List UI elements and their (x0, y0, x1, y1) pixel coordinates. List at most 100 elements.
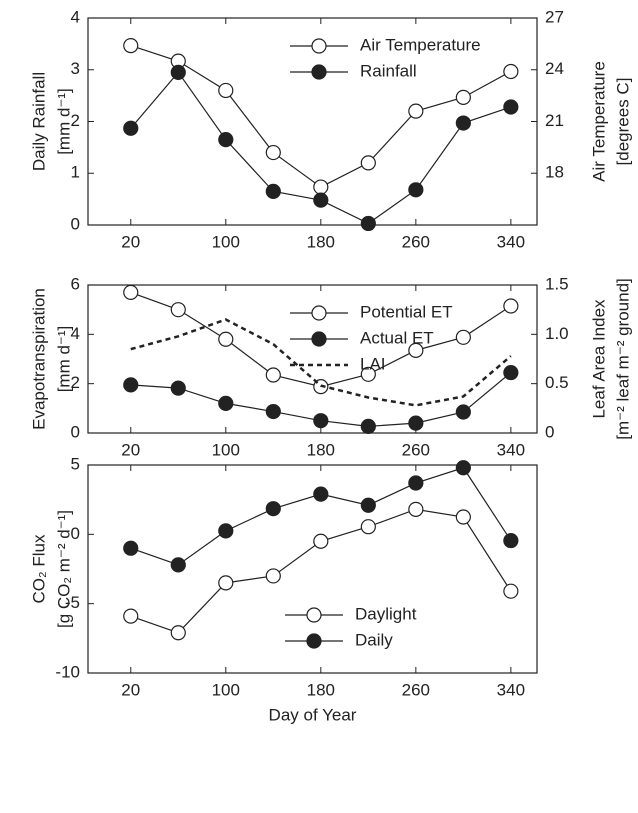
legend-label: Daylight (355, 604, 417, 623)
legend-label: LAI (360, 354, 386, 373)
data-point (218, 395, 234, 411)
x-axis-label: Day of Year (269, 705, 357, 724)
data-point (265, 144, 281, 161)
y-tick-label: 21 (545, 111, 564, 130)
data-point (503, 583, 519, 599)
data-point (123, 284, 139, 300)
y-tick-label: 24 (545, 59, 564, 78)
data-point (408, 475, 424, 491)
data-point (313, 533, 329, 549)
data-point (218, 331, 234, 347)
plot-frame (87, 464, 538, 674)
y-tick-label: 18 (545, 163, 564, 182)
data-point (408, 182, 424, 198)
data-point (503, 298, 519, 314)
panel: 20 100 180 260 340 -10 -5 0 5 CO₂ Flux [g CO₂ m⁻² … (29, 454, 538, 724)
series-line (130, 467, 512, 566)
y-tick-label: 4 (71, 7, 80, 26)
data-point (218, 523, 234, 539)
x-tick-label: 180 (307, 680, 335, 699)
y-tick-label: 27 (545, 7, 564, 26)
data-point (123, 37, 139, 54)
data-point (313, 486, 329, 502)
y-tick-label: 6 (71, 274, 80, 293)
data-point (503, 63, 519, 80)
data-point (455, 509, 471, 525)
data-point (455, 460, 471, 476)
data-point (123, 540, 139, 556)
data-point (455, 89, 471, 105)
axis-label: Air Temperature (589, 61, 608, 182)
data-point (360, 418, 376, 434)
data-point (408, 103, 424, 119)
data-point (265, 403, 281, 420)
data-point (123, 120, 139, 136)
data-point (265, 568, 281, 584)
y-tick-label: 2 (71, 373, 80, 392)
panel: 20 100 180 260 340 0 2 4 6 0 0.5 1.0 1.5 Evapotranspi… (29, 274, 632, 459)
legend-label: Air Temperature (360, 35, 481, 54)
axis-label: [g CO₂ m⁻² d⁻¹] (54, 510, 73, 628)
y-tick-label: 1.5 (545, 274, 569, 293)
y-tick-label: 5 (71, 454, 80, 473)
y-tick-label: 2 (71, 111, 80, 130)
data-point (123, 377, 139, 393)
data-point (360, 215, 376, 232)
x-tick-label: 100 (212, 232, 240, 251)
data-point (408, 501, 424, 517)
plot-frame (87, 284, 538, 434)
data-point (265, 183, 281, 199)
x-tick-label: 260 (402, 232, 430, 251)
axis-label: [mm d⁻¹] (54, 326, 73, 393)
data-point (218, 132, 234, 148)
x-tick-label: 340 (497, 680, 525, 699)
panel: 20 100 180 260 340 0 1 2 3 4 18 21 24 27 Daily Rainfal… (29, 7, 632, 251)
legend-label: Actual ET (360, 328, 434, 347)
x-tick-label: 260 (402, 680, 430, 699)
data-point (313, 179, 329, 195)
y-tick-label: -5 (65, 593, 80, 612)
legend-marker (306, 607, 322, 623)
x-tick-label: 100 (212, 440, 240, 459)
data-point (360, 519, 376, 535)
data-point (218, 82, 234, 99)
data-point (503, 532, 519, 549)
legend-marker (311, 64, 327, 80)
data-point (218, 575, 234, 591)
data-point (313, 413, 329, 429)
y-tick-label: 4 (71, 324, 80, 343)
data-point (455, 329, 471, 345)
data-point (170, 625, 186, 641)
axis-label: Daily Rainfall (29, 72, 48, 171)
series-line (130, 318, 512, 407)
data-point (455, 404, 471, 420)
axis-label: [m⁻² leaf m⁻² ground] (613, 278, 632, 440)
x-tick-label: 100 (212, 680, 240, 699)
data-point (170, 380, 186, 396)
y-tick-label: 0 (71, 524, 80, 543)
y-tick-label: 0 (545, 422, 554, 441)
data-point (455, 115, 471, 131)
data-point (170, 557, 186, 573)
legend-marker (311, 331, 327, 347)
axis-label: Leaf Area Index (589, 299, 608, 419)
y-tick-label: 0 (71, 214, 80, 233)
axis-label: CO₂ Flux (29, 534, 48, 603)
legend-marker (311, 38, 327, 54)
axis-label: Evapotranspiration (29, 288, 48, 430)
data-point (123, 608, 139, 624)
data-point (360, 497, 376, 513)
x-tick-label: 20 (121, 440, 140, 459)
y-tick-label: -10 (55, 662, 80, 681)
x-tick-label: 260 (402, 440, 430, 459)
y-tick-label: 0 (71, 422, 80, 441)
data-point (503, 364, 519, 381)
x-tick-label: 20 (121, 232, 140, 251)
x-tick-label: 340 (497, 440, 525, 459)
x-tick-label: 180 (307, 232, 335, 251)
data-point (265, 501, 281, 517)
data-point (408, 415, 424, 431)
axis-label: [degrees C] (613, 78, 632, 166)
x-tick-label: 20 (121, 680, 140, 699)
